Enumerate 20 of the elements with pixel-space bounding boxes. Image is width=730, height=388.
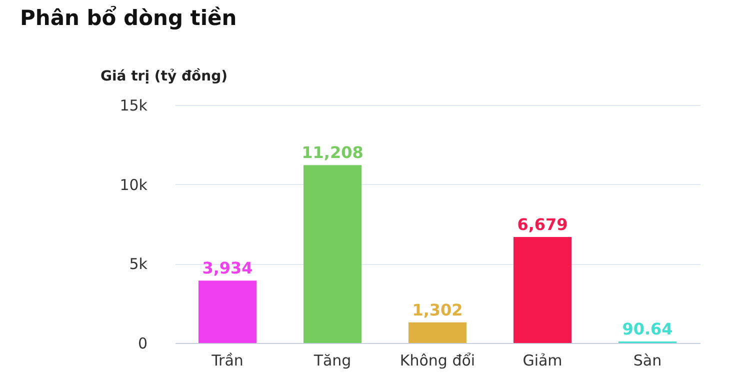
data-label: 1,302 (412, 300, 463, 320)
data-label: 11,208 (302, 143, 364, 162)
x-tick-label: Sàn (633, 352, 662, 370)
y-tick-label: 10k (120, 176, 148, 194)
x-tick-label: Trần (210, 352, 244, 370)
y-tick-label: 15k (120, 96, 148, 114)
y-axis-title: Giá trị (tỷ đồng) (100, 68, 228, 84)
data-label: 90.64 (622, 320, 673, 339)
data-label: 6,679 (517, 215, 568, 234)
bar (304, 165, 362, 343)
data-label: 3,934 (202, 258, 253, 278)
x-tick-label: Tăng (312, 352, 352, 370)
x-tick-label: Giảm (522, 352, 562, 370)
bar (408, 322, 466, 343)
bar (514, 237, 572, 343)
bar (198, 280, 256, 343)
y-tick-label: 5k (129, 255, 148, 274)
x-tick-label: Không đổi (400, 352, 476, 370)
y-tick-label: 0 (138, 334, 148, 352)
chart-title: Phân bổ dòng tiền (20, 5, 237, 30)
